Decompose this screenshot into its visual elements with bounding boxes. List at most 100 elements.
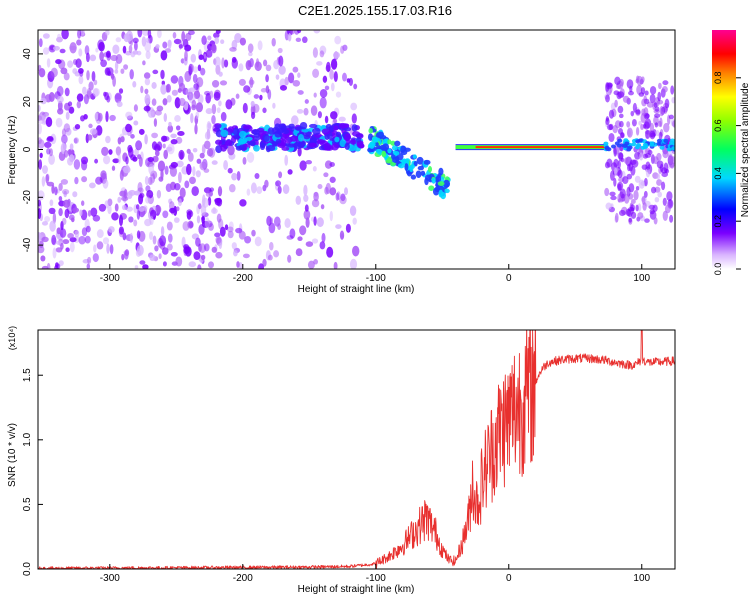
speckle-mark	[93, 88, 99, 97]
speckle-mark	[38, 199, 42, 207]
right-speckle-mark	[670, 85, 675, 95]
speckle-mark	[196, 158, 202, 164]
speckle-mark	[58, 260, 64, 266]
right-speckle-mark	[669, 214, 674, 223]
speckle-mark	[313, 92, 317, 98]
speckle-mark	[333, 71, 338, 83]
right-speckle-mark	[635, 109, 641, 115]
speckle-mark	[295, 248, 303, 257]
band-mark	[220, 129, 229, 137]
speckle-mark	[162, 98, 168, 106]
speckle-mark	[340, 193, 346, 202]
right-speckle-mark	[649, 130, 656, 140]
speckle-mark	[192, 166, 196, 177]
speckle-mark	[78, 67, 84, 74]
right-speckle-mark	[613, 177, 617, 187]
speckle-mark	[178, 44, 184, 49]
speckle-mark	[275, 180, 282, 187]
band-mark	[238, 144, 246, 151]
speckle-mark	[154, 245, 159, 252]
snr-x-label: Height of straight line (km)	[298, 584, 415, 595]
band-mark	[298, 140, 306, 148]
speckle-mark	[201, 216, 206, 222]
right-speckle-mark	[662, 210, 668, 221]
speckle-mark	[142, 60, 146, 66]
speckle-mark	[149, 215, 154, 226]
right-speckle-mark	[668, 114, 674, 120]
speckle-mark	[238, 63, 244, 72]
speckle-mark	[213, 32, 220, 39]
speckle-mark	[319, 45, 327, 55]
right-speckle-mark	[630, 165, 636, 176]
speckle-mark	[305, 159, 313, 165]
speckle-mark	[93, 79, 98, 86]
speckle-mark	[149, 254, 156, 262]
speckle-mark	[160, 226, 165, 237]
speckle-mark	[330, 82, 335, 92]
speckle-mark	[297, 30, 302, 34]
speckle-mark	[259, 94, 263, 101]
speckle-mark	[214, 197, 222, 204]
right-speckle-mark	[645, 161, 651, 170]
speckle-mark	[144, 40, 152, 52]
speckle-mark	[262, 59, 268, 67]
speckle-mark	[169, 207, 176, 214]
y-tick-label: 1.5	[22, 368, 33, 382]
colorbar-label: Normalized spectral amplitude	[740, 82, 750, 217]
speckle-mark	[133, 41, 138, 51]
band-mark	[299, 121, 308, 130]
speckle-mark	[125, 156, 129, 165]
speckle-mark	[257, 40, 263, 51]
snr-y-label: SNR (10 * v/v)	[7, 423, 18, 487]
right-band-mark	[671, 141, 675, 146]
speckle-mark	[94, 112, 99, 121]
speckle-mark	[239, 37, 246, 46]
speckle-mark	[207, 261, 215, 269]
band-mark	[281, 146, 290, 151]
right-speckle-mark	[631, 118, 637, 127]
speckle-mark	[142, 264, 149, 269]
trace-mark	[387, 148, 392, 154]
speckle-mark	[38, 245, 45, 254]
speckle-mark	[191, 186, 199, 197]
speckle-mark	[97, 112, 103, 122]
right-speckle-mark	[649, 93, 656, 104]
speckle-mark	[221, 57, 225, 69]
right-speckle-mark	[622, 176, 629, 185]
right-speckle-mark	[605, 202, 612, 210]
speckle-mark	[144, 93, 151, 105]
speckle-mark	[239, 199, 247, 207]
speckle-mark	[136, 230, 141, 239]
speckle-mark	[301, 36, 308, 44]
speckle-mark	[115, 54, 123, 64]
speckle-mark	[242, 253, 250, 259]
band-mark	[343, 123, 350, 128]
speckle-mark	[56, 95, 64, 104]
right-speckle-mark	[632, 102, 637, 113]
speckle-mark	[112, 158, 120, 164]
speckle-mark	[204, 217, 210, 229]
right-speckle-mark	[610, 195, 617, 201]
speckle-mark	[260, 88, 268, 93]
speckle-mark	[69, 241, 75, 253]
speckle-mark	[304, 204, 309, 212]
right-speckle-mark	[626, 127, 633, 138]
speckle-mark	[216, 213, 222, 223]
speckle-mark	[352, 217, 357, 225]
right-speckle-mark	[657, 91, 662, 102]
speckle-mark	[181, 30, 186, 42]
speckle-mark	[282, 184, 290, 195]
speckle-mark	[88, 81, 94, 91]
speckle-mark	[299, 225, 307, 236]
speckle-mark	[38, 159, 43, 170]
speckle-mark	[207, 35, 212, 41]
right-speckle-mark	[671, 96, 675, 104]
speckle-mark	[58, 195, 63, 202]
speckle-mark	[133, 190, 141, 196]
speckle-mark	[349, 258, 358, 269]
speckle-mark	[305, 217, 310, 228]
right-speckle-mark	[638, 120, 642, 126]
speckle-mark	[126, 30, 133, 42]
speckle-mark	[118, 226, 124, 235]
speckle-mark	[56, 227, 62, 235]
